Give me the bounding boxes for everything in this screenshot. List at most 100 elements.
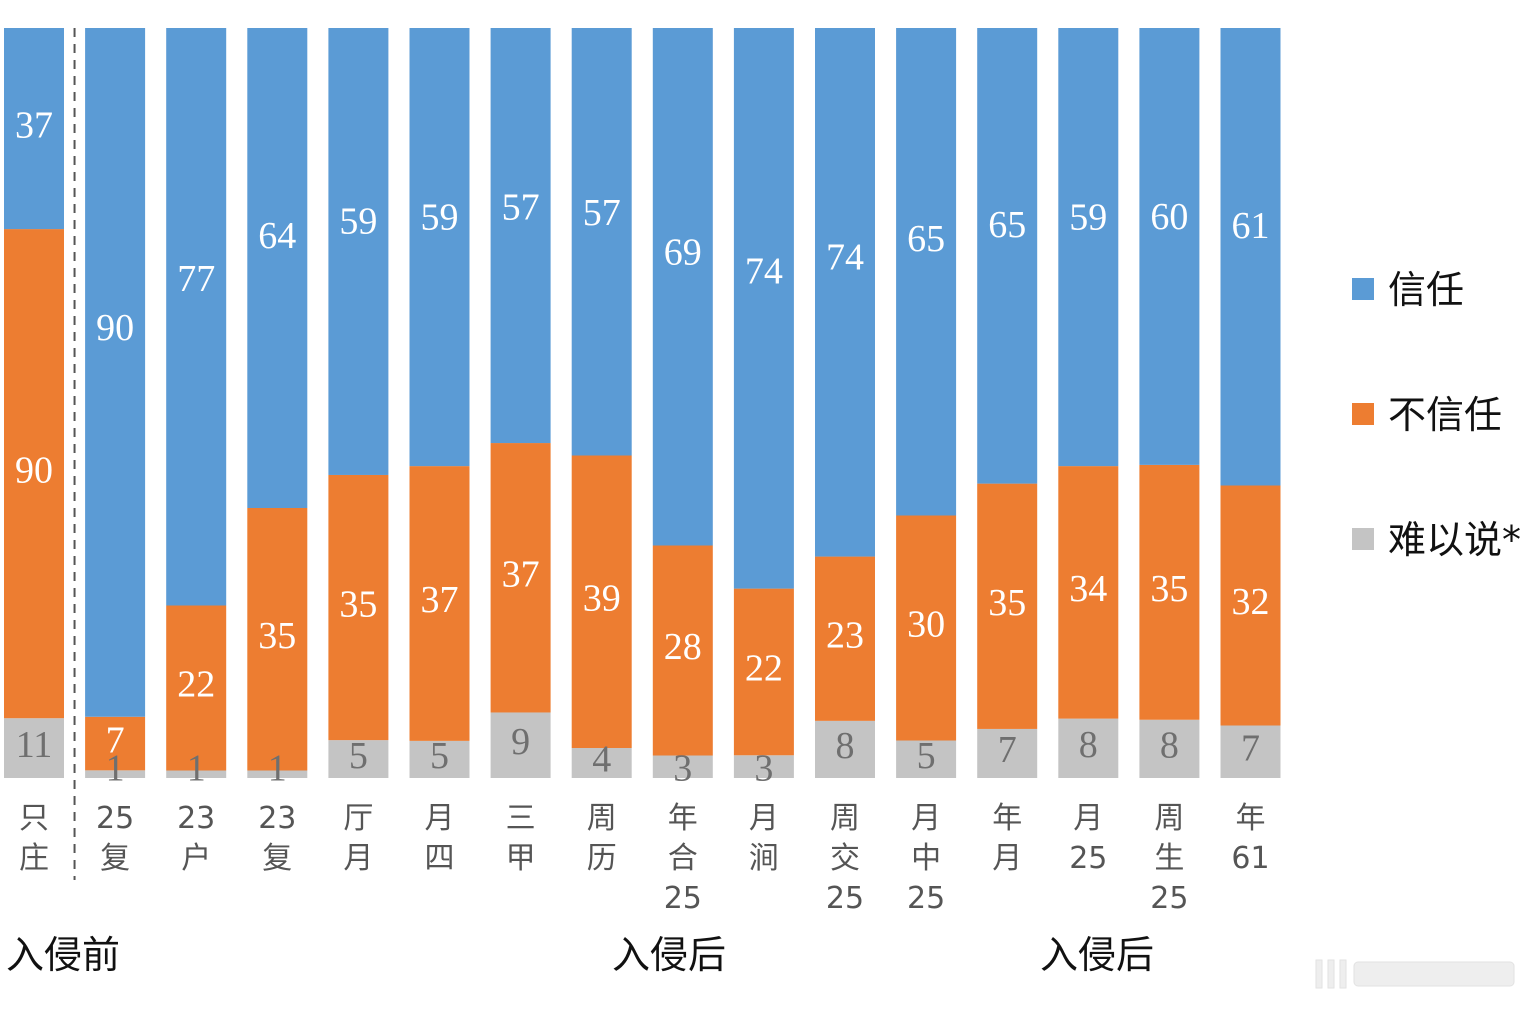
- tick-label-line: 中: [911, 841, 941, 876]
- tick-label-line: 复: [262, 841, 292, 876]
- bar-segment-hard-to-say-13: [977, 728, 1038, 778]
- tick-label-line: 涧: [749, 841, 779, 876]
- tick-label-line: 年: [1236, 801, 1266, 836]
- data-label-distrust-11: 23: [826, 614, 864, 656]
- data-label-hard-to-say-10: 3: [754, 748, 773, 790]
- tick-label-line: 25: [826, 881, 864, 916]
- data-label-hard-to-say-15: 8: [1160, 725, 1179, 767]
- data-label-trust-15: 60: [1150, 196, 1188, 238]
- bar-segment-distrust-7: [490, 443, 551, 713]
- bar-segment-distrust-3: [166, 605, 227, 771]
- legend-label-hard-to-say: 难以说*: [1388, 518, 1521, 562]
- bar-segment-distrust-5: [328, 474, 389, 741]
- tick-label-3: 23 户: [177, 801, 215, 876]
- tick-label-line: 庄: [19, 841, 49, 876]
- bar-segment-hard-to-say-16: [1220, 725, 1281, 778]
- data-label-trust-7: 57: [502, 186, 540, 228]
- data-label-hard-to-say-7: 9: [511, 721, 530, 763]
- tick-label-line: 四: [425, 841, 455, 876]
- bars-layer: [4, 28, 1281, 778]
- tick-label-5: 厅月: [343, 801, 373, 876]
- data-label-distrust-4: 35: [258, 615, 296, 657]
- tick-label-line: 25: [1150, 881, 1188, 916]
- bar-segment-hard-to-say-2: [85, 770, 146, 778]
- group-label-3: 入侵后: [1040, 933, 1154, 977]
- tick-label-line: 年: [668, 801, 698, 836]
- bar-segment-hard-to-say-1: [4, 718, 64, 778]
- bar-segment-hard-to-say-5: [328, 740, 389, 778]
- bar-segment-trust-2: [85, 28, 146, 717]
- tick-label-13: 年月: [992, 801, 1022, 876]
- bar-segment-distrust-6: [409, 466, 470, 741]
- bar-segment-trust-3: [166, 28, 227, 606]
- data-label-distrust-7: 37: [502, 553, 540, 595]
- data-label-trust-12: 65: [907, 218, 945, 260]
- tick-label-line: 61: [1231, 841, 1269, 876]
- bar-segment-trust-10: [733, 28, 794, 589]
- tick-label-line: 月: [1073, 801, 1103, 836]
- tick-label-line: 25: [96, 801, 134, 836]
- tick-label-line: 23: [177, 801, 215, 836]
- data-label-hard-to-say-3: 1: [187, 748, 206, 790]
- data-label-trust-9: 69: [664, 231, 702, 273]
- bar-segment-trust-9: [652, 28, 713, 546]
- tick-label-line: 合: [668, 841, 698, 876]
- tick-label-line: 甲: [506, 841, 536, 876]
- bar-segment-trust-7: [490, 28, 551, 444]
- tick-label-line: 25: [907, 881, 945, 916]
- tick-label-line: 23: [258, 801, 296, 836]
- data-label-hard-to-say-2: 1: [106, 748, 125, 790]
- bar-segment-hard-to-say-14: [1058, 718, 1119, 778]
- data-label-distrust-2: 7: [106, 719, 125, 761]
- tick-label-line: 月: [749, 801, 779, 836]
- bar-segment-trust-1: [4, 28, 64, 230]
- bar-segment-trust-12: [896, 28, 957, 516]
- data-label-distrust-10: 22: [745, 648, 783, 690]
- tick-label-8: 周历: [587, 801, 617, 876]
- tick-label-line: 生: [1154, 841, 1184, 876]
- data-label-trust-2: 90: [96, 307, 134, 349]
- value-labels-layer: 1190371790122771356453559537599375743957…: [15, 104, 1270, 789]
- tick-label-line: 25: [664, 881, 702, 916]
- tick-label-4: 23 复: [258, 801, 296, 876]
- data-label-trust-10: 74: [745, 250, 783, 292]
- tick-label-line: 周: [1154, 801, 1184, 836]
- bar-segment-trust-5: [328, 28, 389, 475]
- legend-swatch-hard-to-say: [1352, 528, 1374, 550]
- bar-segment-distrust-8: [571, 455, 632, 748]
- tick-label-line: 月: [425, 801, 455, 836]
- tick-label-9: 年合 25: [664, 801, 702, 916]
- bar-segment-hard-to-say-8: [571, 748, 632, 778]
- data-label-hard-to-say-1: 11: [16, 724, 53, 766]
- tick-label-line: 只: [19, 801, 49, 836]
- bar-segment-distrust-16: [1220, 485, 1281, 726]
- bar-segment-distrust-14: [1058, 466, 1119, 719]
- bar-segment-hard-to-say-11: [815, 720, 875, 778]
- bar-segment-distrust-11: [815, 556, 875, 721]
- bar-segment-trust-14: [1058, 28, 1119, 467]
- data-label-trust-8: 57: [583, 192, 621, 234]
- legend-swatch-distrust: [1352, 403, 1374, 425]
- data-label-distrust-9: 28: [664, 626, 702, 668]
- group-label-2: 入侵后: [612, 933, 726, 977]
- bar-segment-trust-11: [815, 28, 875, 557]
- data-label-trust-13: 65: [988, 204, 1026, 246]
- data-label-hard-to-say-6: 5: [430, 735, 449, 777]
- bar-segment-distrust-2: [85, 716, 146, 771]
- tick-label-line: 交: [830, 841, 860, 876]
- tick-label-line: 三: [506, 801, 536, 836]
- bar-segment-hard-to-say-3: [166, 770, 227, 778]
- data-label-hard-to-say-8: 4: [592, 739, 611, 781]
- data-label-hard-to-say-9: 3: [673, 748, 692, 790]
- data-label-trust-3: 77: [177, 258, 215, 300]
- data-label-hard-to-say-11: 8: [836, 725, 855, 767]
- bar-segment-distrust-4: [247, 508, 308, 771]
- data-label-distrust-14: 34: [1069, 568, 1107, 610]
- bar-segment-trust-8: [571, 28, 632, 456]
- tick-label-16: 年 61: [1231, 801, 1269, 876]
- tick-label-6: 月四: [425, 801, 455, 876]
- tick-label-1: 只庄: [19, 801, 49, 876]
- bar-segment-distrust-10: [733, 588, 794, 756]
